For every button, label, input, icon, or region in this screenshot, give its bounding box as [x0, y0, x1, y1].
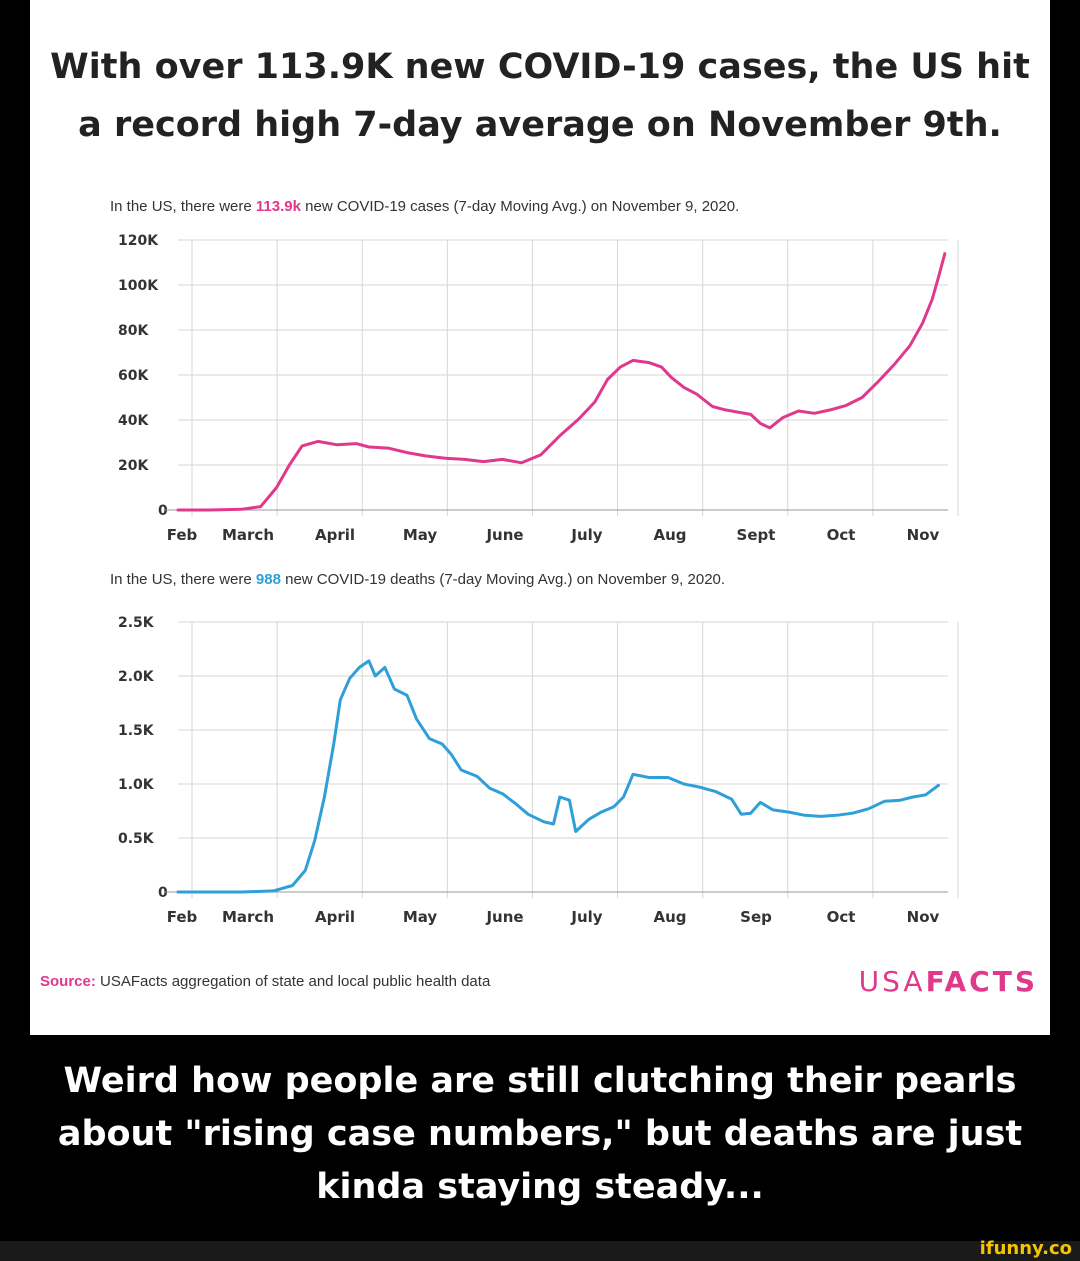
- deaths-x-tick-label: July: [570, 908, 602, 926]
- deaths-x-tick-label: Feb: [167, 908, 198, 926]
- logo-part-1: USA: [858, 965, 926, 998]
- cases-y-tick-label: 100K: [118, 278, 159, 294]
- deaths-y-tick-label: 1.0K: [118, 777, 155, 793]
- deaths-subtitle-post: new COVID-19 deaths (7-day Moving Avg.) …: [280, 571, 726, 588]
- ifunny-watermark: ifunny.co: [979, 1238, 1072, 1259]
- deaths-x-tick-label: Sep: [740, 908, 772, 926]
- cases-x-tick-label: May: [403, 526, 438, 544]
- cases-x-tick-label: April: [315, 526, 355, 544]
- cases-y-tick-label: 80K: [118, 323, 149, 339]
- deaths-series-line: [176, 659, 940, 894]
- deaths-y-tick-label: 0.5K: [118, 831, 155, 847]
- usafacts-logo: USAFACTS: [859, 965, 1038, 998]
- deaths-y-tick-label: 1.5K: [118, 723, 155, 739]
- cases-x-tick-label: Nov: [907, 526, 940, 544]
- cases-y-tick-label: 20K: [118, 458, 149, 474]
- caption-line-3: kinda staying steady...: [316, 1167, 764, 1207]
- cases-x-tick-label: July: [570, 526, 602, 544]
- cases-x-tick-label: June: [485, 526, 523, 544]
- headline-line-1: With over 113.9K new COVID-19 cases, the…: [50, 47, 1030, 87]
- deaths-x-tick-label: March: [222, 908, 274, 926]
- cases-series-line: [176, 252, 947, 512]
- cases-x-tick-label: Oct: [827, 526, 856, 544]
- deaths-y-tick-label: 2.5K: [118, 615, 155, 631]
- source-label: Source:: [40, 973, 96, 990]
- deaths-x-tick-label: May: [403, 908, 438, 926]
- deaths-x-tick-label: Oct: [827, 908, 856, 926]
- cases-y-tick-label: 60K: [118, 368, 149, 384]
- caption-line-2: about "rising case numbers," but deaths …: [57, 1114, 1023, 1154]
- deaths-x-tick-label: April: [315, 908, 355, 926]
- cases-x-tick-label: Sept: [737, 526, 776, 544]
- cases-y-tick-label: 40K: [118, 413, 149, 429]
- source-text: USAFacts aggregation of state and local …: [100, 973, 491, 990]
- cases-subtitle-value: 113.9k: [255, 198, 301, 215]
- caption-line-1: Weird how people are still clutching the…: [63, 1061, 1017, 1101]
- cases-subtitle-post: new COVID-19 cases (7-day Moving Avg.) o…: [300, 198, 740, 215]
- headline: With over 113.9K new COVID-19 cases, the…: [30, 38, 1050, 154]
- source-note: Source: USAFacts aggregation of state an…: [40, 973, 490, 990]
- deaths-y-tick-label: 2.0K: [118, 669, 155, 685]
- cases-x-tick-label: Feb: [167, 526, 198, 544]
- deaths-x-tick-label: Aug: [653, 908, 686, 926]
- infographic-card: With over 113.9K new COVID-19 cases, the…: [30, 0, 1050, 1035]
- cases-chart: 0 20K 40K 60K 80K 100K 120K Feb March April May Jun…: [118, 233, 959, 544]
- meme-caption: Weird how people are still clutching the…: [0, 1055, 1080, 1214]
- cases-x-tick-label: March: [222, 526, 274, 544]
- cases-y-tick-label: 0: [158, 503, 168, 519]
- deaths-x-tick-label: Nov: [907, 908, 940, 926]
- deaths-x-tick-label: June: [485, 908, 523, 926]
- logo-part-2: FACTS: [925, 965, 1038, 998]
- footer-bar: [0, 1241, 1080, 1261]
- cases-subtitle: In the US, there were 113.9k new COVID-1…: [110, 198, 739, 215]
- headline-line-2: a record high 7-day average on November …: [78, 105, 1002, 145]
- deaths-chart: 0 0.5K 1.0K 1.5K 2.0K 2.5K Feb March April May Jun…: [118, 615, 959, 926]
- cases-subtitle-pre: In the US, there were: [110, 198, 256, 215]
- deaths-subtitle: In the US, there were 988 new COVID-19 d…: [110, 571, 725, 588]
- deaths-y-tick-label: 0: [158, 885, 168, 901]
- deaths-subtitle-value: 988: [255, 571, 281, 588]
- cases-x-tick-label: Aug: [653, 526, 686, 544]
- cases-y-tick-label: 120K: [118, 233, 159, 249]
- deaths-subtitle-pre: In the US, there were: [110, 571, 256, 588]
